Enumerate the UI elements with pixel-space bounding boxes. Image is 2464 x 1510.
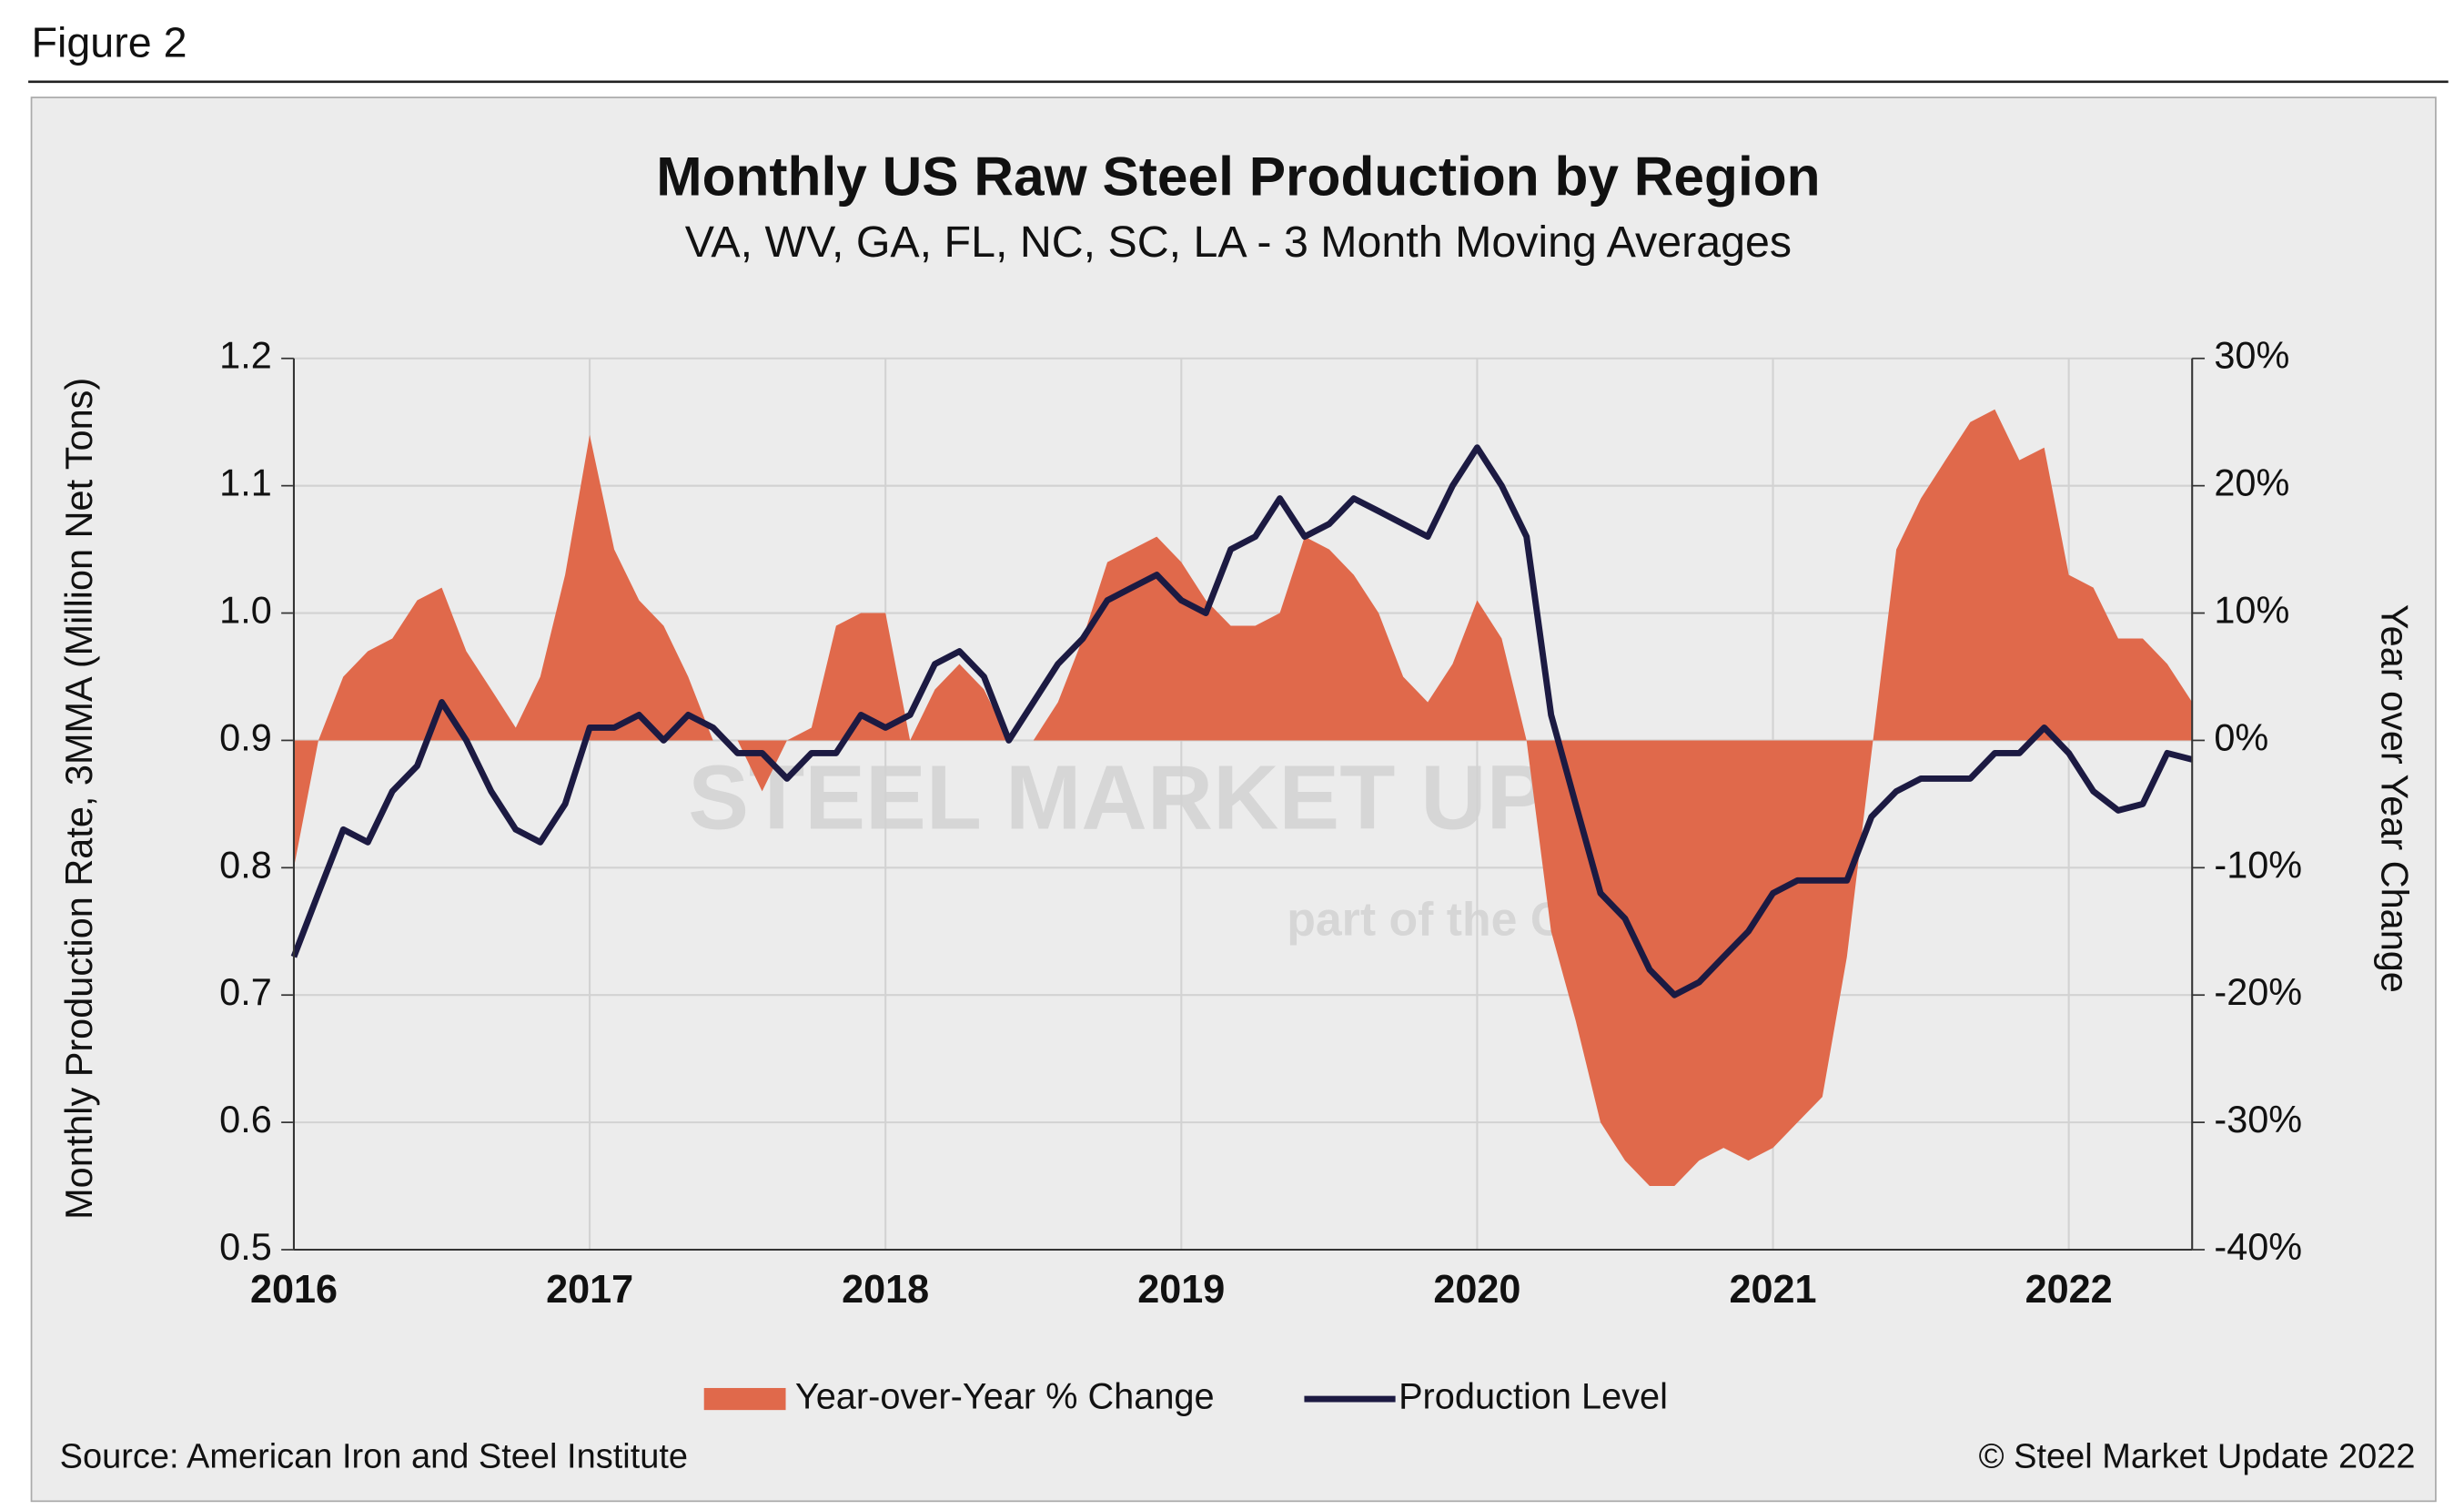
y-tick-label: 1.2	[219, 334, 272, 377]
y2-tick-label: 30%	[2214, 334, 2289, 377]
y-tick-label: 0.8	[219, 843, 272, 886]
yoy-area	[293, 409, 2193, 1187]
source-note: Source: American Iron and Steel Institut…	[60, 1438, 688, 1476]
y2-tick-label: 0%	[2214, 715, 2268, 758]
panel	[30, 96, 2437, 1503]
y2-axis-label: Year over Year Change	[2374, 604, 2417, 993]
legend-swatch	[703, 1387, 786, 1411]
y-tick-label: 0.6	[219, 1098, 272, 1140]
x-tick-label: 2021	[1730, 1268, 1817, 1312]
production-line	[290, 444, 2194, 998]
y2-tick-label: -10%	[2214, 843, 2302, 886]
x-tick-label: 2019	[1137, 1268, 1225, 1312]
x-tick-label: 2022	[2025, 1268, 2113, 1312]
y2-tick-label: 10%	[2214, 589, 2289, 632]
chart-title: Monthly US Raw Steel Production by Regio…	[656, 146, 1820, 208]
y-tick-label: 1.1	[219, 461, 272, 504]
chart-subtitle: VA, WV, GA, FL, NC, SC, LA - 3 Month Mov…	[685, 218, 1792, 267]
y2-tick-label: 20%	[2214, 461, 2289, 504]
x-tick-label: 2018	[842, 1268, 929, 1312]
y-tick-label: 1.0	[219, 589, 272, 632]
figure-label: Figure 2	[32, 18, 187, 66]
x-tick-label: 2020	[1433, 1268, 1520, 1312]
y2-tick-label: -40%	[2214, 1225, 2302, 1268]
y2-tick-label: -30%	[2214, 1098, 2302, 1140]
legend-label: Production Level	[1399, 1377, 1668, 1417]
y2-tick-label: -20%	[2214, 970, 2302, 1013]
y-tick-label: 0.7	[219, 970, 272, 1013]
copyright: © Steel Market Update 2022	[1979, 1438, 2416, 1476]
legend-label: Year-over-Year % Change	[795, 1377, 1215, 1417]
x-tick-label: 2017	[546, 1268, 633, 1312]
y-tick-label: 0.5	[219, 1225, 272, 1268]
x-tick-label: 2016	[250, 1268, 338, 1312]
y-axis-label: Monthly Production Rate, 3MMA (Million N…	[57, 378, 100, 1220]
y-tick-label: 0.9	[219, 715, 272, 758]
